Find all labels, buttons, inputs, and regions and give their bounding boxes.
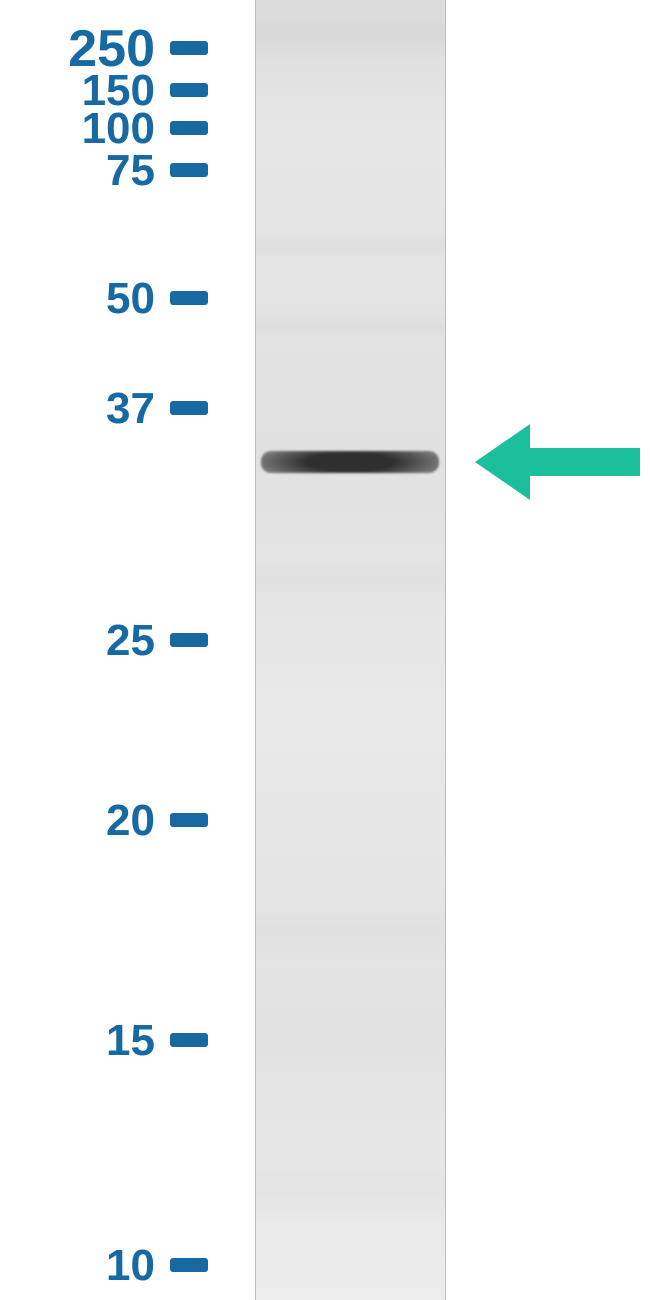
target-arrow-head	[475, 424, 530, 500]
target-arrow-shaft	[530, 448, 640, 476]
target-arrow	[0, 0, 650, 1300]
western-blot-figure: 25015010075503725201510	[0, 0, 650, 1300]
